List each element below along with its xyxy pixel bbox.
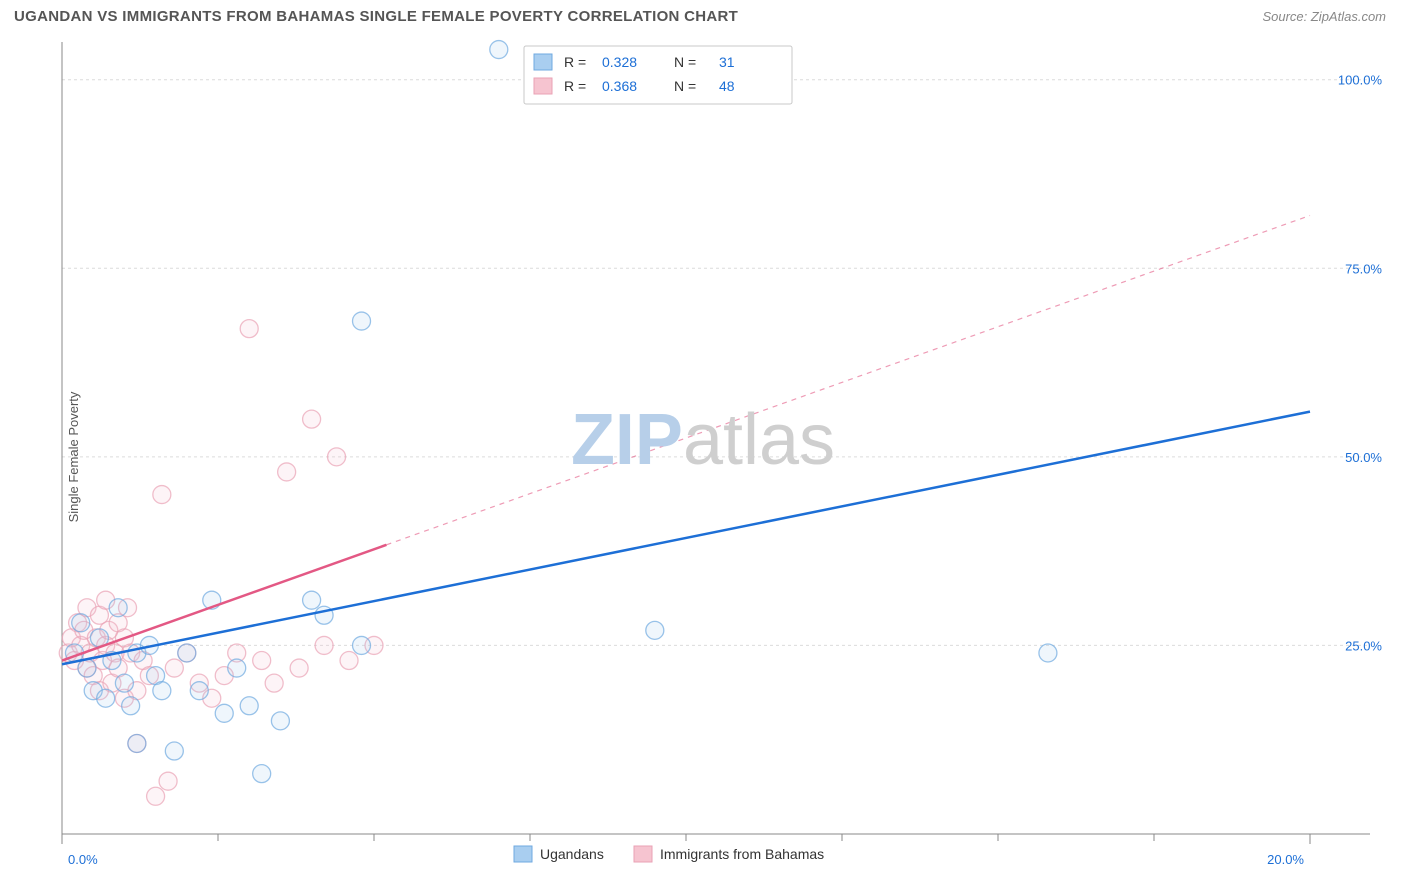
y-tick-label: 50.0%: [1345, 450, 1382, 465]
scatter-point-bahamas: [165, 659, 183, 677]
legend-swatch: [634, 846, 652, 862]
scatter-point-ugandans: [122, 697, 140, 715]
scatter-point-bahamas: [290, 659, 308, 677]
source-label: Source: ZipAtlas.com: [1262, 9, 1386, 24]
scatter-point-ugandans: [190, 682, 208, 700]
scatter-point-ugandans: [271, 712, 289, 730]
legend-n-label: N =: [674, 54, 696, 70]
legend-r-label: R =: [564, 78, 586, 94]
scatter-point-bahamas: [278, 463, 296, 481]
legend-n-label: N =: [674, 78, 696, 94]
legend-r-val: 0.328: [602, 54, 637, 70]
scatter-point-ugandans: [215, 704, 233, 722]
chart-area: Single Female Poverty ZIPatlas 25.0%50.0…: [14, 36, 1392, 878]
scatter-point-bahamas: [265, 674, 283, 692]
scatter-point-ugandans: [115, 674, 133, 692]
y-tick-label: 25.0%: [1345, 638, 1382, 653]
scatter-point-bahamas: [153, 486, 171, 504]
scatter-point-bahamas: [240, 320, 258, 338]
x-tick-label: 0.0%: [68, 852, 98, 867]
y-tick-label: 75.0%: [1345, 261, 1382, 276]
chart-svg: 25.0% 50.0% 75.0% 100.0% 0.0% 20.0% R = 0.328 N …: [14, 36, 1392, 878]
scatter-point-bahamas: [303, 410, 321, 428]
scatter-point-ugandans: [228, 659, 246, 677]
legend-swatch: [534, 78, 552, 94]
scatter-point-bahamas: [328, 448, 346, 466]
x-tick-label: 20.0%: [1267, 852, 1304, 867]
scatter-point-ugandans: [490, 41, 508, 59]
scatter-point-ugandans: [97, 689, 115, 707]
scatter-point-ugandans: [109, 599, 127, 617]
legend-swatch: [534, 54, 552, 70]
scatter-point-ugandans: [303, 591, 321, 609]
scatter-point-bahamas: [315, 636, 333, 654]
legend-n-val: 31: [719, 54, 735, 70]
trendline-dash: [386, 215, 1310, 544]
scatter-point-ugandans: [353, 312, 371, 330]
legend-r-val: 0.368: [602, 78, 637, 94]
correlation-legend: R = 0.328 N = 31 R = 0.368 N = 48: [524, 46, 792, 104]
legend-swatch: [514, 846, 532, 862]
legend-r-label: R =: [564, 54, 586, 70]
scatter-point-ugandans: [253, 765, 271, 783]
scatter-point-ugandans: [646, 621, 664, 639]
legend-label: Ugandans: [540, 846, 604, 862]
y-axis-label: Single Female Poverty: [66, 392, 81, 523]
scatter-point-bahamas: [253, 652, 271, 670]
scatter-point-ugandans: [178, 644, 196, 662]
legend-n-val: 48: [719, 78, 735, 94]
scatter-point-bahamas: [159, 772, 177, 790]
series-legend: Ugandans Immigrants from Bahamas: [514, 846, 824, 862]
scatter-point-ugandans: [153, 682, 171, 700]
scatter-point-ugandans: [353, 636, 371, 654]
scatter-point-ugandans: [1039, 644, 1057, 662]
legend-label: Immigrants from Bahamas: [660, 846, 824, 862]
scatter-point-ugandans: [240, 697, 258, 715]
chart-title: UGANDAN VS IMMIGRANTS FROM BAHAMAS SINGL…: [14, 8, 738, 25]
scatter-point-bahamas: [340, 652, 358, 670]
scatter-point-ugandans: [128, 734, 146, 752]
scatter-point-ugandans: [72, 614, 90, 632]
scatter-point-ugandans: [165, 742, 183, 760]
scatter-point-bahamas: [147, 787, 165, 805]
trendline-solid: [62, 412, 1310, 665]
y-tick-label: 100.0%: [1338, 73, 1383, 88]
